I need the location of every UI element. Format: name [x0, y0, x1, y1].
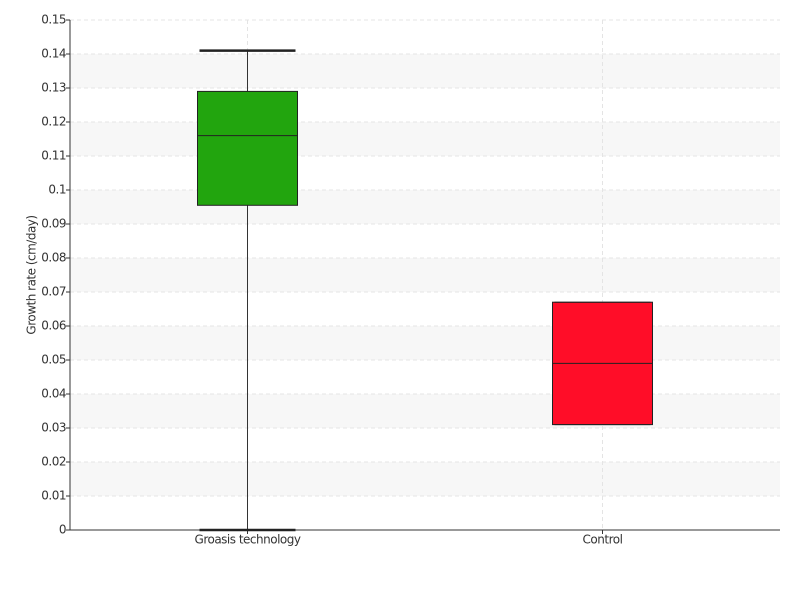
y-tick-label: 0.02	[41, 455, 66, 469]
y-tick-label: 0.14	[41, 47, 66, 61]
y-tick-label: 0.09	[41, 217, 66, 231]
y-tick-label: 0.15	[41, 13, 66, 27]
y-tick-label: 0.04	[41, 387, 66, 401]
y-tick-label: 0	[59, 523, 66, 537]
y-tick-label: 0.1	[48, 183, 66, 197]
x-tick-label: Control	[583, 533, 623, 547]
y-tick-label: 0.05	[41, 353, 66, 367]
grid-band	[70, 190, 780, 224]
y-tick-label: 0.12	[41, 115, 66, 129]
grid-band	[70, 326, 780, 360]
y-tick-label: 0.03	[41, 421, 66, 435]
y-tick-label: 0.01	[41, 489, 66, 503]
x-tick-label: Groasis technology	[195, 533, 301, 547]
grid-band	[70, 54, 780, 88]
grid-band	[70, 258, 780, 292]
y-axis-label: Growth rate (cm/day)	[25, 215, 39, 334]
grid-band	[70, 122, 780, 156]
y-tick-label: 0.08	[41, 251, 66, 265]
box	[197, 90, 298, 206]
y-tick-label: 0.11	[41, 149, 66, 163]
y-tick-label: 0.13	[41, 81, 66, 95]
grid-band	[70, 394, 780, 428]
y-tick-label: 0.06	[41, 319, 66, 333]
y-tick-label: 0.07	[41, 285, 66, 299]
grid-band	[70, 462, 780, 496]
